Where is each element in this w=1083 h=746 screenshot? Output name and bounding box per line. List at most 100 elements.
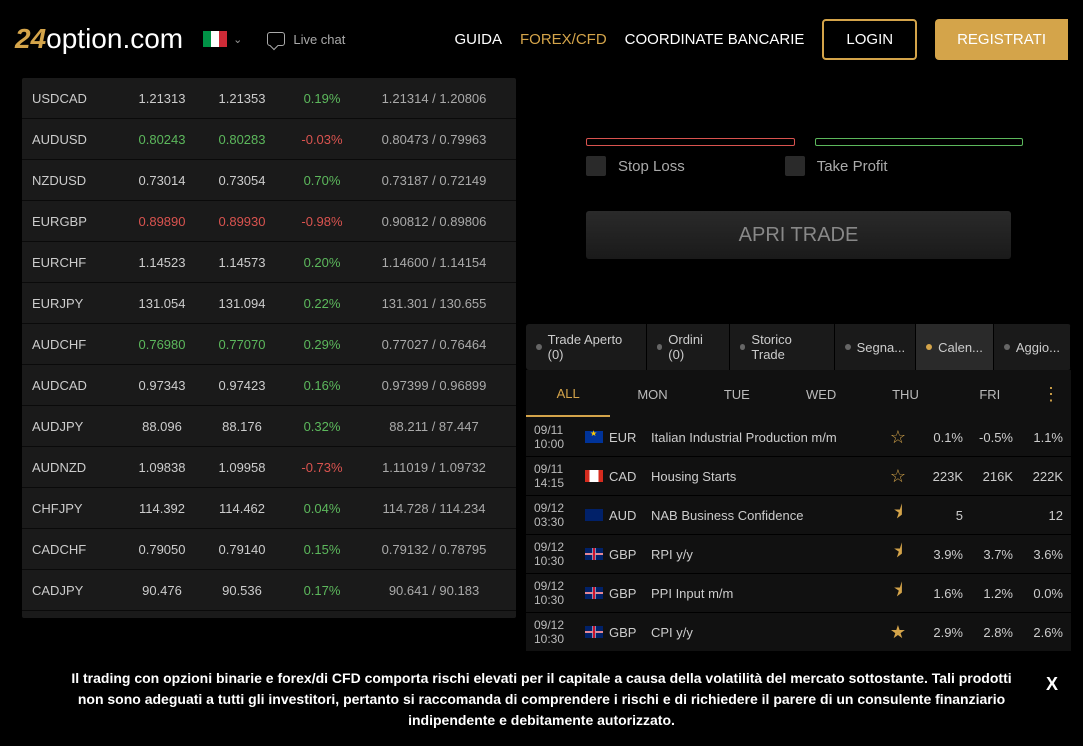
high-low: 114.728 / 114.234 <box>362 501 506 516</box>
login-button[interactable]: LOGIN <box>822 19 917 60</box>
event-row[interactable]: 09/1114:15CADHousing Starts☆223K216K222K <box>526 457 1071 496</box>
flag-icon <box>579 548 609 560</box>
quote-row[interactable]: AUDNZD1.098381.09958-0.73%1.11019 / 1.09… <box>22 447 516 488</box>
open-trade-button[interactable]: APRI TRADE <box>586 211 1011 259</box>
event-val1: 1.6% <box>913 586 963 601</box>
event-date: 09/1210:30 <box>534 579 579 608</box>
flag-icon <box>579 509 609 521</box>
event-date: 09/1110:00 <box>534 423 579 452</box>
change: -0.98% <box>282 214 362 229</box>
star-icon[interactable]: ⯨ <box>883 578 913 608</box>
currency: CAD <box>609 469 651 484</box>
quote-row[interactable]: USDCAD1.213131.213530.19%1.21314 / 1.208… <box>22 78 516 119</box>
high-low: 0.97399 / 0.96899 <box>362 378 506 393</box>
flag-icon <box>579 587 609 599</box>
change: 0.17% <box>282 583 362 598</box>
ask: 1.21353 <box>202 91 282 106</box>
main-content: USDCAD1.213131.213530.19%1.21314 / 1.208… <box>0 78 1083 618</box>
bid: 1.09838 <box>122 460 202 475</box>
bid: 88.096 <box>122 419 202 434</box>
quote-row[interactable]: NZDUSD0.730140.730540.70%0.73187 / 0.721… <box>22 160 516 201</box>
bid: 0.97343 <box>122 378 202 393</box>
event-row[interactable]: 09/1110:00EURItalian Industrial Producti… <box>526 418 1071 457</box>
bid: 114.392 <box>122 501 202 516</box>
nav-banc[interactable]: COORDINATE BANCARIE <box>625 31 805 48</box>
day-thu[interactable]: THU <box>863 373 947 416</box>
tab-segna[interactable]: Segna... <box>835 324 916 370</box>
tab-aggio[interactable]: Aggio... <box>994 324 1071 370</box>
buy-button[interactable] <box>815 138 1024 146</box>
ask: 88.176 <box>202 419 282 434</box>
tab-ordini[interactable]: Ordini (0) <box>647 324 730 370</box>
day-mon[interactable]: MON <box>610 373 694 416</box>
quote-row[interactable]: CADJPY90.47690.5360.17%90.641 / 90.183 <box>22 570 516 611</box>
ask: 0.97423 <box>202 378 282 393</box>
high-low: 1.11019 / 1.09732 <box>362 460 506 475</box>
symbol: EURCHF <box>32 255 122 270</box>
bid: 0.89890 <box>122 214 202 229</box>
star-icon[interactable]: ☆ <box>883 427 913 448</box>
quote-row[interactable]: EURJPY131.054131.0940.22%131.301 / 130.6… <box>22 283 516 324</box>
sell-button[interactable] <box>586 138 795 146</box>
quote-row[interactable]: CADCHF0.790500.791400.15%0.79132 / 0.787… <box>22 529 516 570</box>
event-val1: 5 <box>913 508 963 523</box>
quote-row[interactable]: EURCHF1.145231.145730.20%1.14600 / 1.141… <box>22 242 516 283</box>
right-panel: Stop Loss Take Profit APRI TRADE Trade A… <box>526 78 1083 618</box>
quote-row[interactable]: AUDCAD0.973430.974230.16%0.97399 / 0.968… <box>22 365 516 406</box>
tab-calendar[interactable]: Calen... <box>916 324 994 370</box>
take-profit-check[interactable]: Take Profit <box>785 156 888 176</box>
bottom-tabs-panel: Trade Aperto (0) Ordini (0) Storico Trad… <box>526 324 1071 652</box>
high-low: 0.79132 / 0.78795 <box>362 542 506 557</box>
ask: 0.77070 <box>202 337 282 352</box>
star-icon[interactable]: ☆ <box>883 466 913 487</box>
high-low: 0.77027 / 0.76464 <box>362 337 506 352</box>
star-icon[interactable]: ★ <box>883 622 913 643</box>
tab-trade-aperto[interactable]: Trade Aperto (0) <box>526 324 647 370</box>
change: 0.29% <box>282 337 362 352</box>
event-row[interactable]: 09/1210:30GBPRPI y/y⯨3.9%3.7%3.6% <box>526 535 1071 574</box>
change: -0.73% <box>282 460 362 475</box>
quote-row[interactable]: EURGBP0.898900.89930-0.98%0.90812 / 0.89… <box>22 201 516 242</box>
symbol: AUDUSD <box>32 132 122 147</box>
event-val1: 0.1% <box>913 430 963 445</box>
star-icon[interactable]: ⯨ <box>883 539 913 569</box>
close-icon[interactable]: X <box>1046 671 1058 698</box>
tab-storico[interactable]: Storico Trade <box>730 324 835 370</box>
quote-row[interactable]: AUDJPY88.09688.1760.32%88.211 / 87.447 <box>22 406 516 447</box>
currency: GBP <box>609 547 651 562</box>
day-tue[interactable]: TUE <box>695 373 779 416</box>
checkbox-icon <box>586 156 606 176</box>
high-low: 0.73187 / 0.72149 <box>362 173 506 188</box>
disclaimer-text: Il trading con opzioni binarie e forex/d… <box>71 670 1011 728</box>
live-chat-button[interactable]: Live chat <box>267 32 345 47</box>
event-date: 09/1203:30 <box>534 501 579 530</box>
currency: GBP <box>609 625 651 640</box>
quote-row[interactable]: AUDCHF0.769800.770700.29%0.77027 / 0.764… <box>22 324 516 365</box>
change: 0.70% <box>282 173 362 188</box>
quote-row[interactable]: CHFJPY114.392114.4620.04%114.728 / 114.2… <box>22 488 516 529</box>
change: 0.22% <box>282 296 362 311</box>
change: 0.16% <box>282 378 362 393</box>
day-wed[interactable]: WED <box>779 373 863 416</box>
language-selector[interactable]: ⌄ <box>203 31 242 47</box>
bid: 1.21313 <box>122 91 202 106</box>
event-row[interactable]: 09/1203:30AUDNAB Business Confidence⯨512 <box>526 496 1071 535</box>
day-all[interactable]: ALL <box>526 372 610 417</box>
nav-guida[interactable]: GUIDA <box>454 31 502 48</box>
stop-loss-check[interactable]: Stop Loss <box>586 156 685 176</box>
ask: 0.73054 <box>202 173 282 188</box>
star-icon[interactable]: ⯨ <box>883 500 913 530</box>
day-fri[interactable]: FRI <box>948 373 1032 416</box>
event-date: 09/1210:30 <box>534 618 579 647</box>
event-row[interactable]: 09/1210:30GBPCPI y/y★2.9%2.8%2.6% <box>526 613 1071 652</box>
symbol: USDCAD <box>32 91 122 106</box>
high-low: 0.80473 / 0.79963 <box>362 132 506 147</box>
nav-forex[interactable]: FOREX/CFD <box>520 31 607 48</box>
more-icon[interactable]: ⋮ <box>1032 384 1071 405</box>
logo[interactable]: 24option.com <box>15 23 183 55</box>
quote-row[interactable]: AUDUSD0.802430.80283-0.03%0.80473 / 0.79… <box>22 119 516 160</box>
symbol: CHFJPY <box>32 501 122 516</box>
register-button[interactable]: REGISTRATI <box>935 19 1068 60</box>
event-row[interactable]: 09/1210:30GBPPPI Input m/m⯨1.6%1.2%0.0% <box>526 574 1071 613</box>
event-val2: 3.7% <box>963 547 1013 562</box>
